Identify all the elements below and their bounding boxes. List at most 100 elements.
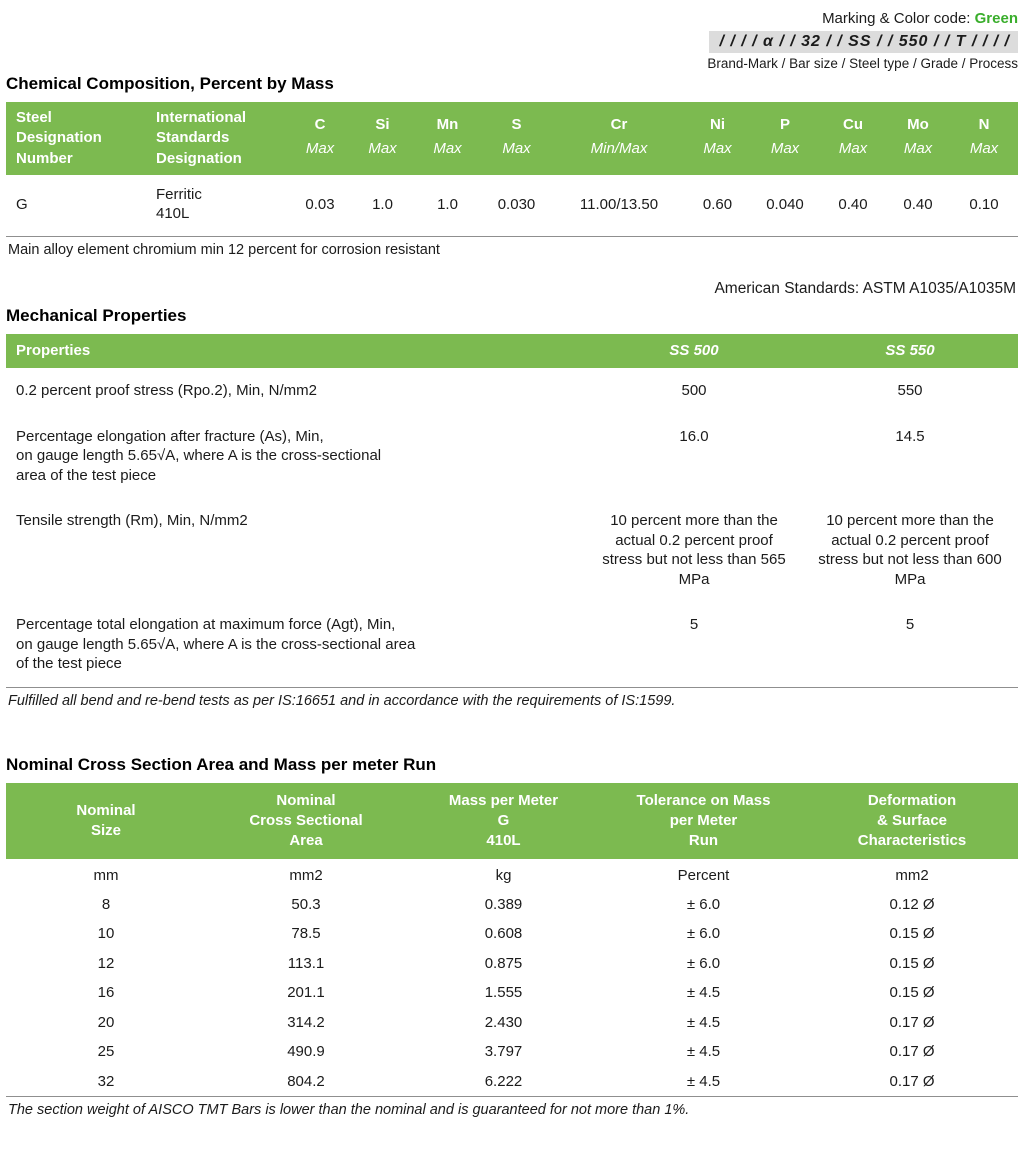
table-cell: 6.222 (484, 1072, 523, 1090)
column-header-cross-sectional-area: Nominal Cross Sectional Area (206, 782, 406, 860)
table-cell: ± 4.5 (686, 984, 721, 1002)
nominal-units-body: mm mm2 kg Percent mm2 (6, 859, 1018, 890)
table-cell: 50.3 (291, 895, 321, 913)
units-row: mm mm2 kg Percent mm2 (6, 859, 1018, 890)
mechanical-table-body: 0.2 percent proof stress (Rpo.2), Min, N… (6, 368, 1018, 687)
column-header-international-standards: International Standards Designation (146, 102, 290, 175)
marking-color-value: Green (974, 10, 1018, 27)
table-header-row: Nominal Size Nominal Cross Sectional Are… (6, 782, 1018, 860)
column-header-steel-designation: Steel Designation Number (6, 102, 146, 175)
table-header-row: Properties SS 500 SS 550 (6, 333, 1018, 368)
column-header-limit: Max (820, 137, 886, 175)
table-row: 0.2 percent proof stress (Rpo.2), Min, N… (6, 368, 1018, 414)
table-cell: 113.1 (287, 954, 325, 972)
column-header-limit: Max (415, 137, 480, 175)
datasheet-page: Marking & Color code: Green / / / / α / … (6, 10, 1018, 1118)
table-cell: ± 6.0 (686, 925, 721, 943)
table-cell: 14.5 (895, 427, 925, 445)
table-cell: 804.2 (287, 1072, 325, 1090)
column-header-element: Mo (886, 102, 950, 138)
table-cell: 0.03 (305, 195, 335, 213)
table-cell: 0.875 (484, 954, 523, 972)
table-cell: 201.1 (287, 984, 325, 1002)
table-cell: 0.17 Ø (889, 1072, 935, 1090)
column-header-limit: Min/Max (553, 137, 685, 175)
table-cell: 0.030 (497, 195, 536, 213)
column-header-ss500: SS 500 (586, 333, 802, 368)
table-cell: 0.17 Ø (889, 1043, 935, 1061)
table-cell: 16 (97, 984, 115, 1002)
table-row: Percentage elongation after fracture (As… (6, 414, 1018, 499)
marking-label: Marking & Color code: (822, 10, 975, 27)
table-cell: 0.40 (903, 195, 933, 213)
unit-cell: mm2 (289, 867, 323, 885)
chemical-note: Main alloy element chromium min 12 perce… (6, 235, 1018, 258)
column-header-element: C (290, 102, 350, 138)
table-row: 25 490.9 3.797 ± 4.5 0.17 Ø (6, 1037, 1018, 1067)
unit-cell: Percent (677, 867, 730, 885)
table-cell: Percentage total elongation at maximum f… (16, 616, 416, 672)
table-cell: 5 (905, 616, 915, 633)
table-cell: 1.555 (484, 984, 523, 1002)
marking-color-code-line: Marking & Color code: Green (707, 10, 1018, 27)
unit-cell: mm (93, 867, 119, 885)
table-row: Tensile strength (Rm), Min, N/mm2 10 perc… (6, 498, 1018, 602)
table-header-row-limits: Max Max Max Max Min/Max Max Max Max Max … (6, 137, 1018, 175)
nominal-section-title: Nominal Cross Section Area and Mass per … (6, 754, 437, 774)
column-header-properties: Properties (6, 333, 586, 368)
table-row: 10 78.5 0.608 ± 6.0 0.15 Ø (6, 919, 1018, 949)
table-cell: 32 (97, 1072, 115, 1090)
chemical-composition-table: Steel Designation Number International S… (6, 102, 1018, 236)
table-cell: 490.9 (287, 1043, 325, 1061)
table-header-row: Steel Designation Number International S… (6, 102, 1018, 175)
table-cell: 78.5 (291, 925, 321, 943)
table-cell: 10 (97, 925, 115, 943)
table-row: 12 113.1 0.875 ± 6.0 0.15 Ø (6, 949, 1018, 979)
column-header-element: P (750, 102, 820, 138)
table-row: Percentage total elongation at maximum f… (6, 602, 1018, 687)
mechanical-note: Fulfilled all bend and re-bend tests as … (6, 686, 1018, 709)
column-header-nominal-size: Nominal Size (6, 782, 206, 860)
table-row: 8 50.3 0.389 ± 6.0 0.12 Ø (6, 890, 1018, 920)
table-row: 20 314.2 2.430 ± 4.5 0.17 Ø (6, 1008, 1018, 1038)
column-header-limit: Max (750, 137, 820, 175)
column-header-limit: Max (685, 137, 750, 175)
column-header-element: Mn (415, 102, 480, 138)
table-cell: 0.40 (838, 195, 868, 213)
table-cell: 11.00/13.50 (579, 195, 659, 213)
column-header-ss550: SS 550 (802, 333, 1018, 368)
table-row: 16 201.1 1.555 ± 4.5 0.15 Ø (6, 978, 1018, 1008)
chemical-table-body: G Ferritic 410L 0.03 1.0 1.0 0.030 11.00/13.50… (6, 175, 1018, 236)
mechanical-properties-table: Properties SS 500 SS 550 0.2 percent pro… (6, 333, 1018, 687)
table-cell: 0.17 Ø (889, 1013, 935, 1031)
table-cell: 1.0 (437, 195, 458, 213)
table-cell: 0.12 Ø (889, 895, 935, 913)
unit-cell: mm2 (895, 867, 929, 885)
nominal-cross-section-table: Nominal Size Nominal Cross Sectional Are… (6, 782, 1018, 1097)
column-header-element: Ni (685, 102, 750, 138)
column-header-limit: Max (480, 137, 553, 175)
table-cell: 0.15 Ø (889, 984, 935, 1002)
table-cell: 2.430 (484, 1013, 523, 1031)
table-cell: Ferritic 410L (156, 185, 202, 223)
table-cell: 3.797 (484, 1043, 523, 1061)
column-header-deformation: Deformation & Surface Characteristics (806, 782, 1018, 860)
column-header-element: Cu (820, 102, 886, 138)
column-header-limit: Max (290, 137, 350, 175)
table-cell: ± 4.5 (686, 1013, 721, 1031)
table-row: 32 804.2 6.222 ± 4.5 0.17 Ø (6, 1067, 1018, 1097)
table-cell: ± 4.5 (686, 1072, 721, 1090)
table-cell: 10 percent more than the actual 0.2 perc… (602, 512, 786, 588)
table-cell: 0.2 percent proof stress (Rpo.2), Min, N… (16, 382, 317, 399)
table-cell: 20 (97, 1013, 115, 1031)
marking-caption: Brand-Mark / Bar size / Steel type / Gra… (707, 56, 1018, 71)
column-header-limit: Max (950, 137, 1018, 175)
table-cell: 8 (101, 895, 111, 913)
column-header-mass-per-meter: Mass per Meter G 410L (406, 782, 601, 860)
table-cell: 0.60 (702, 195, 733, 213)
table-cell: 5 (689, 616, 699, 633)
column-header-limit: Max (886, 137, 950, 175)
table-cell: 16.0 (679, 427, 709, 445)
table-cell: 0.15 Ø (889, 954, 935, 972)
nominal-table-body: 8 50.3 0.389 ± 6.0 0.12 Ø 10 78.5 0.608 ± 6.0 0.1… (6, 890, 1018, 1097)
